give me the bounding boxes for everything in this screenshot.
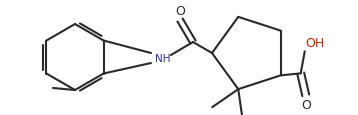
Text: NH: NH	[155, 54, 170, 63]
Text: OH: OH	[306, 37, 325, 50]
Text: O: O	[175, 5, 185, 18]
Text: O: O	[301, 98, 311, 111]
